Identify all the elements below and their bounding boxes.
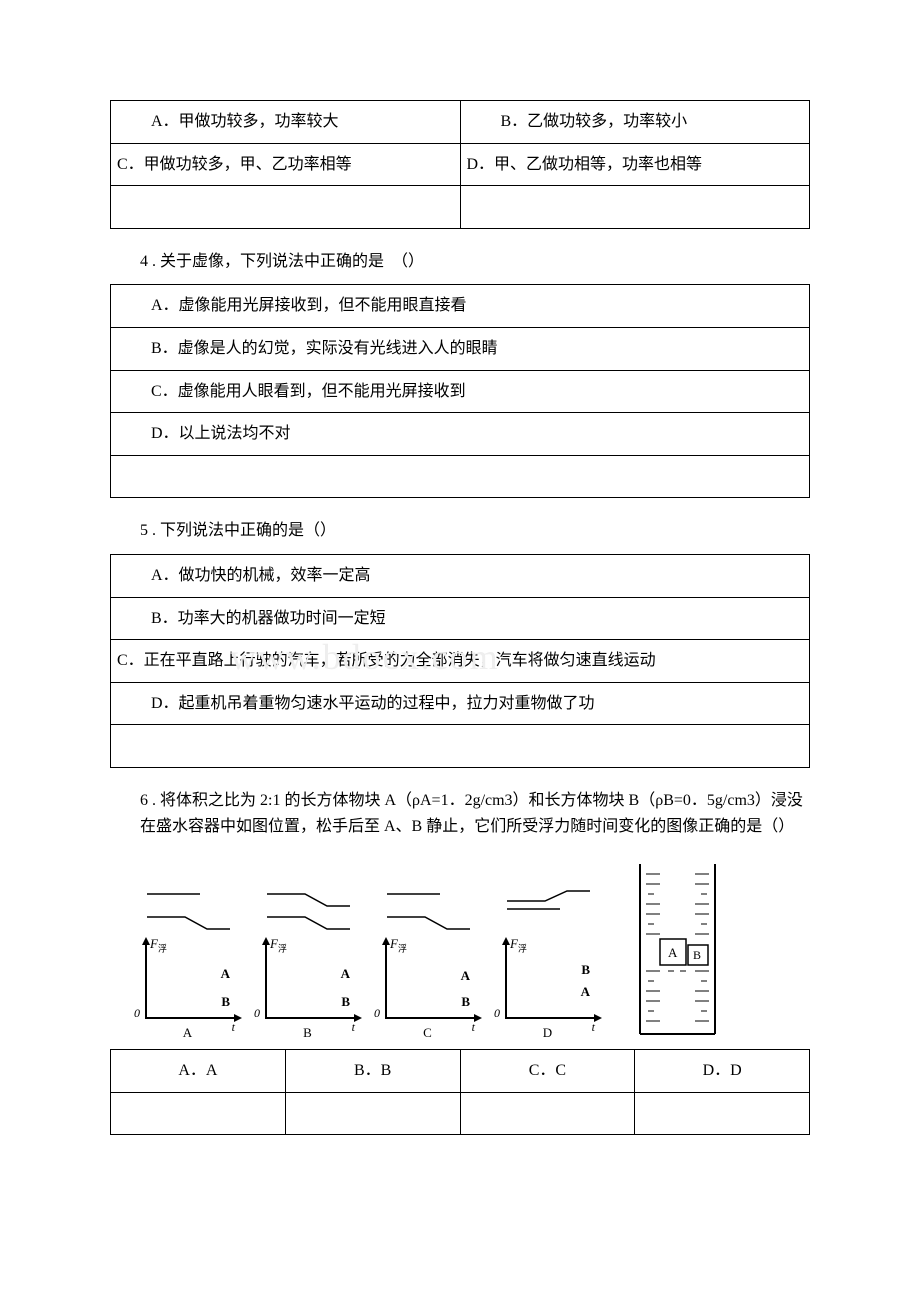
- chart-b-label-a: A: [341, 964, 350, 985]
- q4-option-c: C．虚像能用人眼看到，但不能用光屏接收到: [111, 370, 810, 413]
- q6-blank-3: [460, 1092, 635, 1135]
- chart-c: F浮 0 t A B C: [370, 934, 485, 1039]
- q4-option-b: B．虚像是人的幻觉，实际没有光线进入人的眼睛: [111, 327, 810, 370]
- chart-a-origin: 0: [134, 1004, 140, 1023]
- chart-a: F浮 0 t A B A: [130, 934, 245, 1039]
- chart-a-xlabel: t: [232, 1018, 235, 1037]
- chart-d-origin: 0: [494, 1004, 500, 1023]
- q3-option-c: C．甲做功较多，甲、乙功率相等: [111, 143, 461, 186]
- q5-blank: [111, 725, 810, 768]
- q5-option-a: A．做功快的机械，效率一定高: [111, 554, 810, 597]
- q4-option-a: A．虚像能用光屏接收到，但不能用眼直接看: [111, 285, 810, 328]
- q4-options-table: A．虚像能用光屏接收到，但不能用眼直接看 B．虚像是人的幻觉，实际没有光线进入人…: [110, 284, 810, 498]
- chart-d-xlabel: t: [592, 1018, 595, 1037]
- q6-option-b: B．B: [285, 1050, 460, 1093]
- container-svg: A B: [630, 859, 725, 1039]
- chart-d-label-a: A: [581, 982, 590, 1003]
- q4-blank: [111, 455, 810, 498]
- chart-b: F浮 0 t A B B: [250, 934, 365, 1039]
- q6-blank-1: [111, 1092, 286, 1135]
- q6-options-table: A．A B．B C．C D．D: [110, 1049, 810, 1135]
- chart-c-xlabel: t: [472, 1018, 475, 1037]
- chart-d-letter: D: [543, 1023, 552, 1044]
- block-a-label: A: [668, 945, 678, 960]
- q3-blank-2: [460, 186, 810, 229]
- q3-option-a: A．甲做功较多，功率较大: [111, 101, 461, 144]
- chart-a-label-a: A: [221, 964, 230, 985]
- chart-d: F浮 0 t B A D: [490, 934, 605, 1039]
- chart-c-origin: 0: [374, 1004, 380, 1023]
- q6-option-a: A．A: [111, 1050, 286, 1093]
- q6-figure: F浮 0 t A B A F浮 0 t A B B: [130, 859, 810, 1039]
- q6-option-c: C．C: [460, 1050, 635, 1093]
- q5-options-table: A．做功快的机械，效率一定高 B．功率大的机器做功时间一定短 C．正在平直路上行…: [110, 554, 810, 768]
- q5-stem: 5 . 下列说法中正确的是（）: [140, 518, 810, 544]
- q6-blank-2: [285, 1092, 460, 1135]
- q6-blank-4: [635, 1092, 810, 1135]
- q6-option-d: D．D: [635, 1050, 810, 1093]
- q3-option-b: B．乙做功较多，功率较小: [460, 101, 810, 144]
- chart-b-label-b: B: [341, 992, 350, 1013]
- q6-stem: 6 . 将体积之比为 2:1 的长方体物块 A（ρA=1．2g/cm3）和长方体…: [140, 788, 810, 839]
- chart-c-letter: C: [423, 1023, 432, 1044]
- chart-c-label-a: A: [461, 966, 470, 987]
- chart-group: F浮 0 t A B A F浮 0 t A B B: [130, 934, 605, 1039]
- q4-stem: 4 . 关于虚像，下列说法中正确的是 （）: [140, 249, 810, 275]
- chart-b-letter: B: [303, 1023, 312, 1044]
- container-diagram: A B: [630, 859, 725, 1039]
- q5-option-c: C．正在平直路上行驶的汽车，若所受的力全部消失，汽车将做匀速直线运动: [111, 640, 810, 683]
- q4-option-d: D．以上说法均不对: [111, 413, 810, 456]
- q5-option-b: B．功率大的机器做功时间一定短: [111, 597, 810, 640]
- q5-option-d: D．起重机吊着重物匀速水平运动的过程中，拉力对重物做了功: [111, 682, 810, 725]
- block-b-label: B: [693, 948, 701, 962]
- q3-options-table: A．甲做功较多，功率较大 B．乙做功较多，功率较小 C．甲做功较多，甲、乙功率相…: [110, 100, 810, 229]
- chart-a-letter: A: [183, 1023, 192, 1044]
- chart-b-origin: 0: [254, 1004, 260, 1023]
- chart-c-label-b: B: [461, 992, 470, 1013]
- chart-a-label-b: B: [221, 992, 230, 1013]
- q3-option-d: D．甲、乙做功相等，功率也相等: [460, 143, 810, 186]
- q3-blank-1: [111, 186, 461, 229]
- chart-d-label-b: B: [581, 960, 590, 981]
- chart-b-xlabel: t: [352, 1018, 355, 1037]
